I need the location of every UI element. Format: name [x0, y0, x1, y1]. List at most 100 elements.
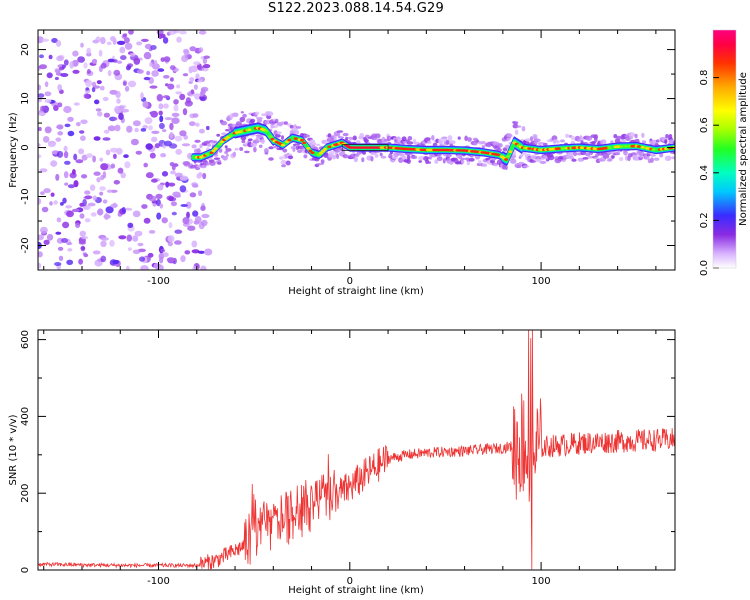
noise-blob [40, 226, 48, 234]
noise-blob [78, 241, 87, 245]
noise-blob [163, 56, 171, 63]
ridge-halo [289, 125, 294, 129]
ridge-halo [242, 113, 247, 118]
noise-blob [44, 126, 52, 134]
noise-blob [105, 206, 114, 214]
noise-blob [160, 248, 166, 253]
ridge-halo [650, 154, 656, 157]
noise-blob [198, 190, 203, 197]
ridge-halo [239, 147, 244, 151]
noise-blob [80, 42, 84, 48]
ridge-halo [464, 135, 468, 142]
ridge-halo [258, 144, 263, 148]
noise-blob [89, 184, 96, 191]
snr-series-line [38, 330, 675, 570]
ridge-halo [514, 129, 519, 135]
noise-blob [202, 57, 208, 64]
ridge-halo [610, 140, 614, 144]
noise-blob [72, 50, 79, 57]
noise-blob [86, 69, 91, 74]
noise-blob [96, 80, 102, 85]
ridge-halo [355, 140, 361, 145]
ridge-halo [264, 148, 269, 154]
noise-blob [156, 212, 162, 220]
noise-blob [153, 59, 158, 67]
ridge-halo [194, 166, 201, 171]
noise-blob [95, 108, 102, 112]
noise-blob [112, 202, 118, 208]
noise-blob [60, 202, 64, 206]
colorbar-ticks: 0.0 0.2 0.4 0.6 0.8 [699, 29, 737, 276]
noise-blob [57, 125, 64, 130]
noise-blob [155, 193, 163, 199]
noise-blob [100, 62, 107, 69]
noise-blob [149, 62, 153, 67]
noise-blob [126, 234, 133, 242]
noise-blob [168, 182, 176, 187]
colorbar-gradient [713, 30, 736, 268]
noise-blob [97, 208, 104, 216]
x-tick-label: 100 [532, 276, 551, 287]
noise-blob [142, 101, 149, 108]
ridge-halo [370, 156, 374, 162]
ridge-halo [282, 148, 288, 153]
ridge-halo [406, 141, 414, 145]
noise-blob [124, 85, 130, 92]
noise-blob [38, 262, 42, 269]
noise-blob [81, 236, 89, 240]
noise-blob [72, 69, 80, 74]
noise-blob [54, 76, 59, 81]
noise-blob [149, 85, 158, 89]
noise-blob [60, 73, 69, 77]
ridge-halo [270, 125, 276, 129]
noise-blob [46, 233, 54, 241]
noise-blob [193, 220, 200, 225]
noise-blob [167, 235, 175, 243]
noise-blob [189, 192, 197, 198]
noise-blob [132, 235, 139, 242]
noise-blob [141, 267, 150, 270]
noise-blob [71, 208, 80, 213]
ridge-halo [505, 144, 510, 149]
noise-blob [67, 184, 75, 189]
noise-blob [44, 99, 52, 104]
noise-blob [151, 178, 158, 183]
noise-blob [40, 191, 45, 196]
noise-blob [174, 240, 182, 245]
ridge-halo [206, 143, 212, 147]
ridge-halo [280, 159, 287, 165]
noise-blob [182, 217, 190, 225]
ridge-halo [280, 121, 285, 125]
ridge-halo [362, 151, 366, 155]
noise-blob [191, 249, 200, 254]
noise-blob [173, 104, 179, 112]
noise-blob [99, 157, 104, 162]
noise-blob [158, 110, 163, 116]
ridge-core [323, 147, 328, 151]
ridge-halo [287, 155, 294, 160]
noise-blob [57, 84, 62, 92]
y-tick-label: 0 [20, 144, 31, 150]
ridge-halo [352, 135, 357, 141]
y-tick-label: 0 [20, 567, 31, 573]
noise-blob [141, 38, 149, 43]
noise-blob [148, 230, 156, 234]
noise-blob [137, 242, 144, 247]
noise-blob [144, 43, 152, 50]
noise-blob [83, 253, 89, 258]
ridge-halo [281, 135, 284, 140]
noise-blob [39, 54, 44, 59]
noise-blob [118, 105, 125, 110]
x-tick-label: -100 [147, 576, 170, 587]
ridge-halo [593, 134, 599, 140]
noise-blob [198, 30, 207, 35]
ridge-core [495, 153, 501, 156]
ridge-halo [585, 152, 591, 157]
noise-blob [179, 93, 186, 101]
ridge-halo [460, 157, 465, 161]
ridge-core [281, 143, 285, 147]
noise-blob [85, 79, 93, 87]
ridge-halo [457, 136, 461, 140]
noise-blob [121, 206, 126, 214]
noise-blob [148, 195, 157, 202]
